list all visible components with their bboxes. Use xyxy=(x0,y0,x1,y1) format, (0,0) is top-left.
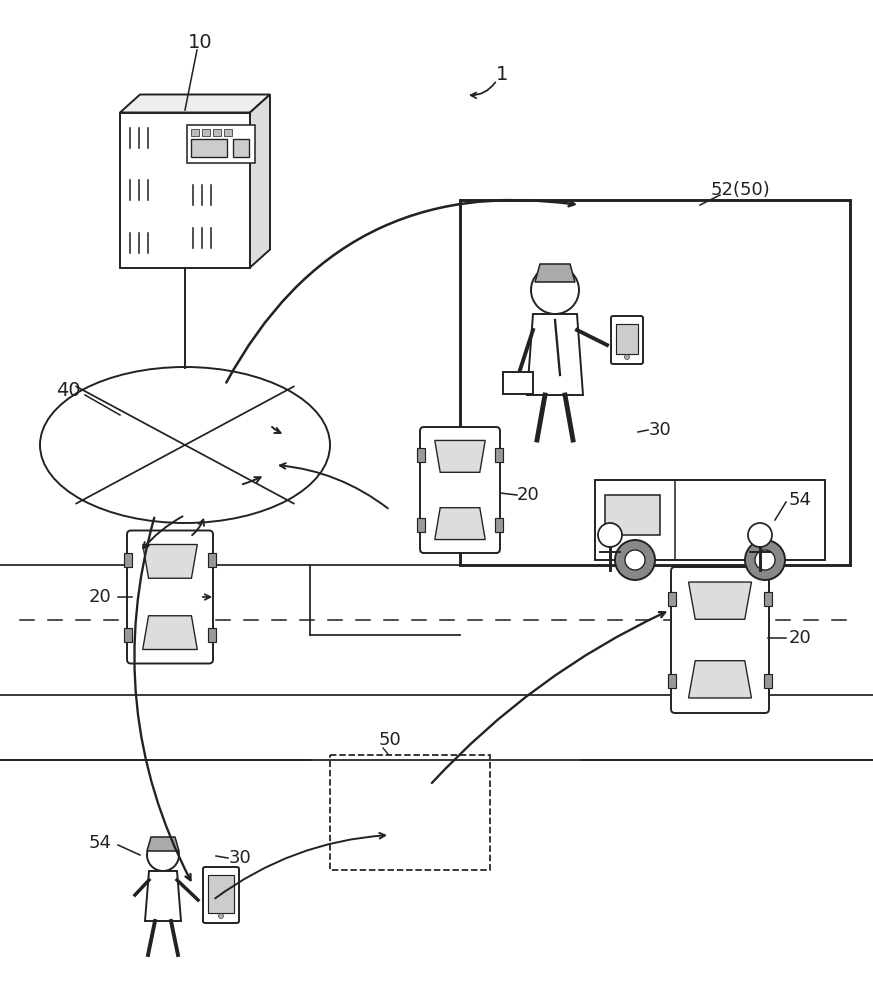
Polygon shape xyxy=(527,314,583,395)
Circle shape xyxy=(748,523,772,547)
Bar xyxy=(495,448,503,462)
Text: 30: 30 xyxy=(229,849,251,867)
Bar xyxy=(503,372,533,394)
Circle shape xyxy=(218,914,223,918)
FancyBboxPatch shape xyxy=(127,530,213,664)
Circle shape xyxy=(598,523,622,547)
Text: 20: 20 xyxy=(788,629,811,647)
Polygon shape xyxy=(435,440,485,472)
Bar xyxy=(616,324,638,354)
FancyBboxPatch shape xyxy=(420,427,500,553)
Polygon shape xyxy=(145,871,181,921)
Polygon shape xyxy=(142,616,197,650)
Bar xyxy=(764,592,772,606)
Polygon shape xyxy=(142,544,197,578)
Polygon shape xyxy=(535,264,575,282)
Bar xyxy=(224,128,232,135)
Text: 20: 20 xyxy=(517,486,540,504)
Bar xyxy=(208,628,216,642)
Bar xyxy=(208,552,216,566)
Bar xyxy=(124,552,132,566)
Circle shape xyxy=(745,540,785,580)
Bar xyxy=(460,200,850,565)
FancyBboxPatch shape xyxy=(611,316,643,364)
Bar xyxy=(208,875,234,913)
Bar xyxy=(191,138,227,156)
Bar xyxy=(595,480,825,560)
Polygon shape xyxy=(147,837,179,851)
Text: 54: 54 xyxy=(88,834,112,852)
Text: 52(50): 52(50) xyxy=(710,181,770,199)
Text: 1: 1 xyxy=(496,66,508,85)
Bar xyxy=(202,128,210,135)
Text: 20: 20 xyxy=(89,588,112,606)
Bar xyxy=(764,674,772,688)
Bar xyxy=(191,128,199,135)
Circle shape xyxy=(531,266,579,314)
Bar xyxy=(668,592,676,606)
FancyBboxPatch shape xyxy=(203,867,239,923)
Polygon shape xyxy=(120,95,270,112)
Bar xyxy=(668,674,676,688)
Circle shape xyxy=(147,839,179,871)
Text: 54: 54 xyxy=(788,491,812,509)
Bar xyxy=(213,128,221,135)
Polygon shape xyxy=(689,661,752,698)
Bar xyxy=(605,495,660,535)
Polygon shape xyxy=(120,112,250,267)
Bar xyxy=(187,124,255,162)
Circle shape xyxy=(624,355,629,360)
Polygon shape xyxy=(250,95,270,267)
Bar xyxy=(417,448,425,462)
Bar xyxy=(124,628,132,642)
Polygon shape xyxy=(689,582,752,619)
Bar xyxy=(495,518,503,532)
Polygon shape xyxy=(435,508,485,540)
Bar xyxy=(417,518,425,532)
Text: 10: 10 xyxy=(188,32,212,51)
Text: 30: 30 xyxy=(649,421,671,439)
Circle shape xyxy=(615,540,655,580)
Bar xyxy=(330,755,490,870)
Circle shape xyxy=(625,550,645,570)
Ellipse shape xyxy=(40,367,330,523)
Bar xyxy=(233,138,249,156)
Text: 50: 50 xyxy=(379,731,402,749)
FancyBboxPatch shape xyxy=(671,567,769,713)
Text: 40: 40 xyxy=(56,380,80,399)
Circle shape xyxy=(755,550,775,570)
